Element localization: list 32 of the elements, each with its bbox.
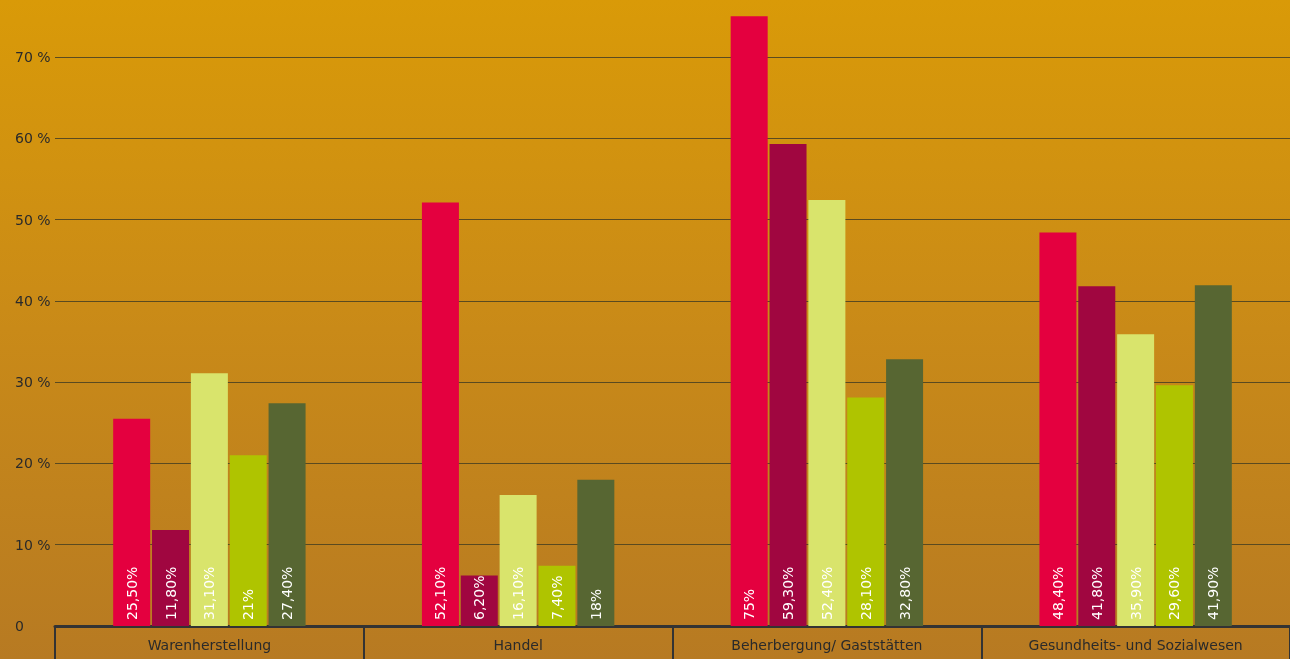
y-tick-label: 30 % [15, 374, 51, 391]
y-tick-label: 0 [15, 618, 24, 634]
data-label: 11,80% [162, 566, 179, 620]
x-tick-label: Warenherstellung [147, 637, 272, 653]
data-label: 75% [741, 588, 758, 620]
x-tick-label: Handel [493, 637, 543, 653]
data-label: 7,40% [548, 575, 565, 620]
data-label: 16,10% [510, 566, 527, 620]
x-tick-label: Gesundheits- und Sozialwesen [1028, 637, 1243, 653]
data-label: 59,30% [780, 566, 797, 620]
y-tick-label: 70 % [15, 48, 51, 65]
y-tick-label: 60 % [15, 130, 51, 147]
data-label: 32,80% [896, 566, 913, 620]
y-tick-label: 40 % [15, 292, 51, 309]
data-label: 35,90% [1127, 566, 1144, 620]
data-label: 29,60% [1166, 566, 1183, 620]
data-label: 28,10% [857, 566, 874, 620]
data-label: 21% [240, 588, 257, 620]
data-label: 6,20% [471, 575, 488, 620]
data-label: 31,10% [201, 566, 218, 620]
x-tick-label: Beherbergung/ Gaststätten [731, 637, 923, 653]
data-label: 52,10% [432, 566, 449, 620]
data-label: 27,40% [279, 566, 296, 620]
data-label: 48,40% [1049, 566, 1066, 620]
y-tick-label: 20 % [15, 455, 51, 472]
data-label: 52,40% [818, 566, 835, 620]
data-label: 18% [587, 588, 604, 620]
y-tick-label: 10 % [15, 536, 51, 553]
data-label: 25,50% [123, 566, 140, 620]
data-label: 41,90% [1205, 566, 1222, 620]
y-tick-label: 50 % [15, 211, 51, 228]
data-label: 41,80% [1088, 566, 1105, 620]
